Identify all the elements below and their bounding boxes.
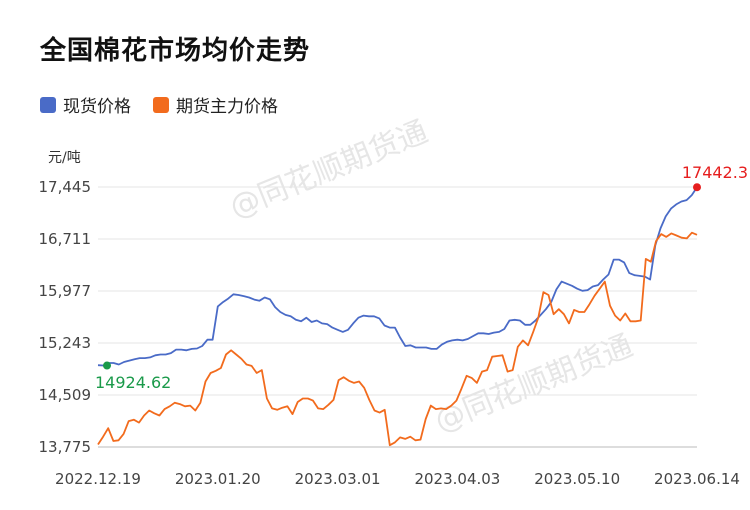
chart-title: 全国棉花市场均价走势 [40, 36, 311, 66]
y-axis-unit: 元/吨 [48, 150, 81, 166]
x-tick-label: 2022.12.19 [55, 470, 141, 488]
legend-swatch-spot [40, 96, 56, 113]
watermark-text: @同花顺期货通 [225, 114, 433, 225]
start-value-label: 14924.62 [95, 373, 171, 392]
end-point-marker [693, 183, 701, 192]
y-tick-label: 15,977 [39, 282, 92, 300]
legend-item-futures[interactable]: 期货主力价格 [153, 92, 278, 117]
x-tick-label: 2023.01.20 [175, 470, 261, 488]
start-point-marker [103, 361, 111, 370]
y-tick-label: 15,243 [39, 334, 92, 352]
x-tick-label: 2023.04.03 [414, 470, 500, 488]
x-tick-label: 2023.05.10 [534, 470, 620, 488]
legend-label-spot: 现货价格 [63, 97, 131, 117]
watermark-text: @同花顺期货通 [430, 328, 638, 439]
futures-price-line [97, 231, 698, 447]
y-tick-label: 16,711 [39, 230, 92, 248]
y-tick-label: 13,775 [39, 438, 92, 456]
legend-item-spot[interactable]: 现货价格 [40, 92, 131, 117]
chart-legend: 现货价格 期货主力价格 [40, 92, 300, 117]
legend-swatch-futures [153, 96, 169, 113]
y-tick-label: 14,509 [39, 386, 92, 404]
spot-price-line [97, 186, 698, 367]
x-tick-label: 2023.06.14 [654, 470, 740, 488]
x-tick-label: 2023.03.01 [295, 470, 381, 488]
legend-label-futures: 期货主力价格 [176, 97, 278, 117]
end-value-label: 17442.3 [682, 163, 748, 182]
y-tick-label: 17,445 [39, 178, 92, 196]
